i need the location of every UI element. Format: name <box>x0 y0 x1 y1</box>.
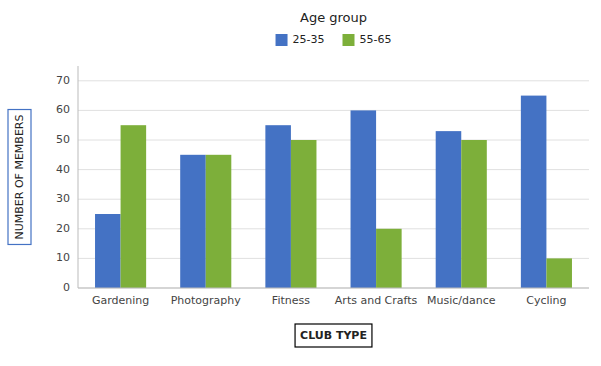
grid-line <box>78 199 589 200</box>
grid-line <box>78 288 589 289</box>
y-tick-label: 30 <box>56 192 70 205</box>
x-tick-label: Music/dance <box>427 294 496 307</box>
y-tick-label: 40 <box>56 163 70 176</box>
y-tick-label: 60 <box>56 103 70 116</box>
chart: 0 10 20 30 40 50 60 70 Gardening Photography Fitne… <box>0 0 601 366</box>
grid-line <box>78 169 589 170</box>
legend-label: 25-35 <box>293 33 325 46</box>
x-axis-title-text: CLUB TYPE <box>300 329 367 342</box>
legend-item: 25-35 <box>276 33 325 46</box>
bar <box>351 110 377 288</box>
bar <box>206 155 232 288</box>
legend-label: 55-65 <box>360 33 392 46</box>
x-tick-label: Gardening <box>92 294 149 307</box>
grid-line <box>78 228 589 229</box>
x-tick-label: Arts and Crafts <box>335 294 418 307</box>
x-tick-label: Photography <box>171 294 242 307</box>
y-tick-label: 70 <box>56 74 70 87</box>
x-tick-label: Cycling <box>526 294 566 307</box>
y-axis-line <box>78 66 79 288</box>
bar <box>546 258 572 288</box>
y-tick-label: 10 <box>56 251 70 264</box>
x-tick-label: Fitness <box>272 294 310 307</box>
y-axis-title-text: NUMBER OF MEMBERS <box>13 115 26 240</box>
bar <box>436 131 462 288</box>
bar <box>121 125 147 288</box>
grid <box>78 81 589 288</box>
legend-item: 55-65 <box>343 33 392 46</box>
grid-line <box>78 110 589 111</box>
bar <box>376 229 402 288</box>
chart-container: 0 10 20 30 40 50 60 70 Gardening Photography Fitne… <box>0 0 601 366</box>
grid-line <box>78 80 589 81</box>
bar <box>180 155 206 288</box>
bar <box>291 140 317 288</box>
y-tick-label: 0 <box>63 281 70 294</box>
y-tick-label: 50 <box>56 133 70 146</box>
grid-line <box>78 140 589 141</box>
bar <box>521 96 547 288</box>
grid-line <box>78 258 589 259</box>
legend-title: Age group <box>300 10 367 25</box>
y-tick-label: 20 <box>56 222 70 235</box>
bar <box>265 125 291 288</box>
x-axis-title: CLUB TYPE <box>295 324 372 347</box>
x-axis-title-box <box>295 324 372 347</box>
bar <box>461 140 487 288</box>
y-axis-title-box <box>8 110 31 245</box>
legend-swatch <box>276 34 288 46</box>
legend: Age group 25-35 55-65 <box>276 10 392 47</box>
legend-swatch <box>343 34 355 46</box>
y-axis-title: NUMBER OF MEMBERS <box>8 110 31 245</box>
bars <box>95 96 572 288</box>
x-axis-line <box>78 288 589 289</box>
bar <box>95 214 121 288</box>
